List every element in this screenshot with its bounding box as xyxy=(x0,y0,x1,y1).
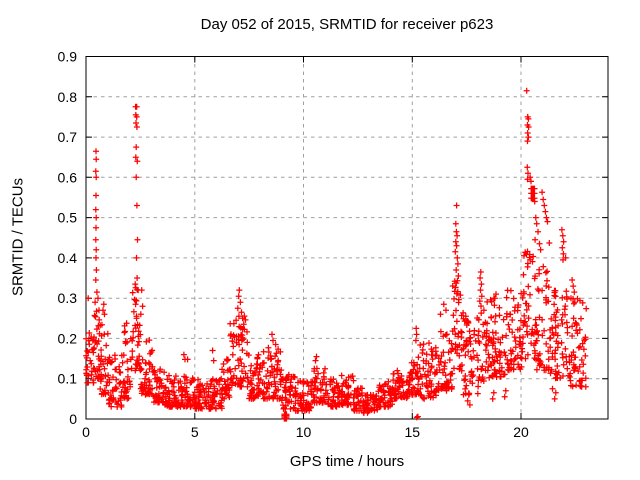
y-tick-label: 0.8 xyxy=(58,89,78,105)
data-points xyxy=(83,87,590,422)
grid-lines xyxy=(86,56,608,419)
y-tick-label: 0.6 xyxy=(58,169,78,185)
y-tick-label: 0.5 xyxy=(58,210,78,226)
x-tick-label: 5 xyxy=(191,424,199,440)
axis-ticks xyxy=(85,56,608,420)
y-tick-label: 0.3 xyxy=(58,290,78,306)
chart-title: Day 052 of 2015, SRMTID for receiver p62… xyxy=(200,16,494,33)
y-tick-label: 0.9 xyxy=(58,49,78,65)
x-tick-label: 0 xyxy=(82,424,90,440)
y-tick-label: 0.7 xyxy=(58,129,78,145)
y-tick-label: 0.4 xyxy=(58,250,78,266)
y-tick-label: 0.1 xyxy=(58,371,78,387)
x-tick-label: 10 xyxy=(296,424,312,440)
y-tick-label: 0 xyxy=(69,411,77,427)
y-tick-label: 0.2 xyxy=(58,330,78,346)
x-tick-label: 20 xyxy=(513,424,529,440)
plot-frame xyxy=(85,56,609,420)
x-axis-label: GPS time / hours xyxy=(289,453,405,470)
x-tick-label: 15 xyxy=(405,424,421,440)
